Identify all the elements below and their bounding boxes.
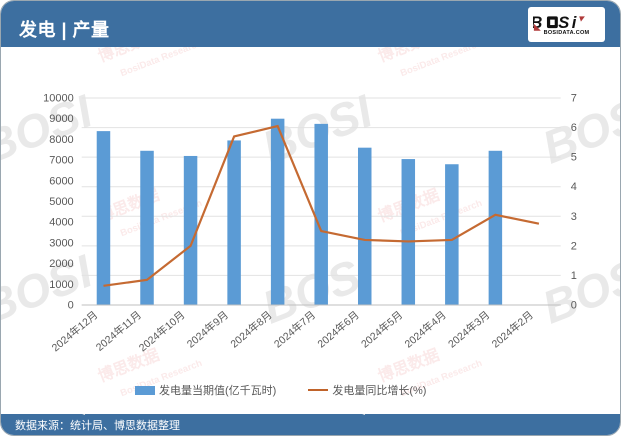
svg-text:3: 3 bbox=[571, 211, 577, 223]
svg-text:2024年2月: 2024年2月 bbox=[489, 308, 536, 350]
svg-text:0: 0 bbox=[571, 300, 577, 312]
svg-text:i: i bbox=[571, 14, 576, 31]
svg-text:2: 2 bbox=[571, 240, 577, 252]
svg-text:9000: 9000 bbox=[49, 113, 73, 125]
svg-text:2024年7月: 2024年7月 bbox=[271, 308, 318, 350]
svg-text:2000: 2000 bbox=[49, 258, 73, 270]
svg-text:2024年12月: 2024年12月 bbox=[49, 308, 100, 354]
svg-text:2024年11月: 2024年11月 bbox=[93, 308, 144, 353]
svg-text:6: 6 bbox=[571, 122, 577, 134]
svg-text:5: 5 bbox=[571, 152, 577, 164]
svg-text:4000: 4000 bbox=[49, 217, 73, 229]
svg-text:10000: 10000 bbox=[43, 93, 74, 105]
svg-text:1: 1 bbox=[571, 270, 577, 282]
svg-text:2024年10月: 2024年10月 bbox=[136, 308, 187, 354]
svg-text:6000: 6000 bbox=[49, 175, 73, 187]
svg-text:7000: 7000 bbox=[49, 155, 73, 167]
svg-text:2024年6月: 2024年6月 bbox=[315, 308, 362, 350]
svg-text:0: 0 bbox=[68, 300, 74, 312]
svg-text:2024年8月: 2024年8月 bbox=[228, 308, 275, 350]
svg-text:2024年4月: 2024年4月 bbox=[402, 308, 449, 350]
svg-text:7: 7 bbox=[571, 93, 577, 105]
svg-text:S: S bbox=[558, 14, 569, 31]
svg-text:2024年9月: 2024年9月 bbox=[184, 308, 231, 350]
svg-text:4: 4 bbox=[571, 181, 577, 193]
svg-text:2024年5月: 2024年5月 bbox=[358, 308, 405, 350]
svg-text:8000: 8000 bbox=[49, 134, 73, 146]
svg-text:3000: 3000 bbox=[49, 237, 73, 249]
svg-text:1000: 1000 bbox=[49, 279, 73, 291]
svg-text:2024年3月: 2024年3月 bbox=[445, 308, 492, 350]
svg-text:5000: 5000 bbox=[49, 196, 73, 208]
